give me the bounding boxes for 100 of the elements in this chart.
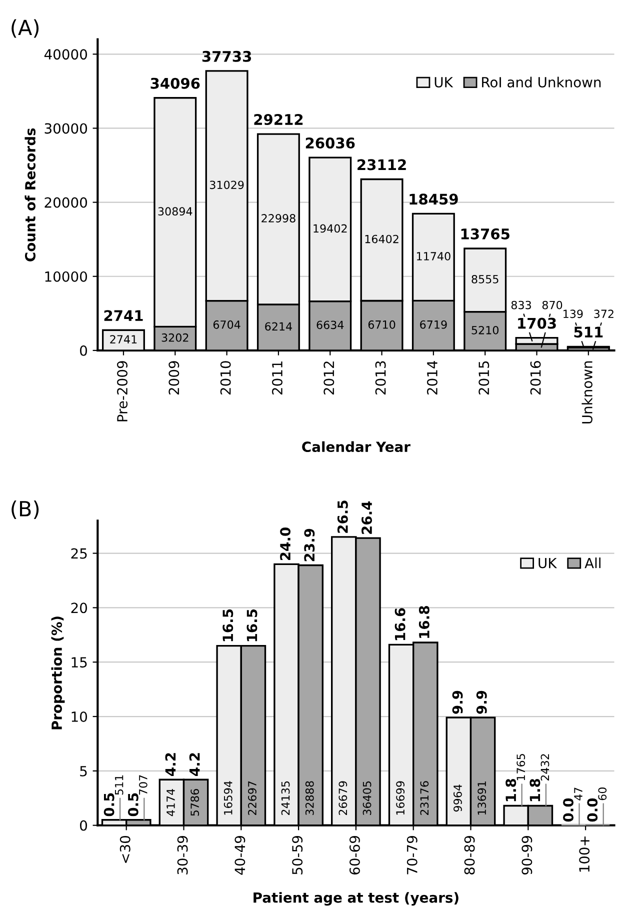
annotation: 13691 [478,781,486,815]
annotation: 32888 [305,781,314,815]
y-tick-label: 10 [72,711,88,722]
x-tick-label: Pre-2009 [117,361,128,422]
annotation: 22697 [248,781,256,815]
data-label: 31029 [210,180,244,190]
y-tick-label: 40000 [44,49,88,60]
x-tick-label: <30 [120,836,130,863]
total-label: 1703 [518,318,556,329]
data-label: 372 [594,310,614,318]
x-tick-label: 60-69 [349,836,360,874]
total-label: 511 [574,326,603,338]
total-label: 26036 [306,138,355,149]
x-tick-label: 2016 [530,361,541,394]
total-label: 18459 [410,194,458,205]
x-tick-label: 100+ [579,836,590,872]
x-tick-label: 70-79 [406,836,418,874]
data-label: 4.2 [189,753,200,776]
data-label: 16.5 [246,609,258,642]
x-axis-title: Calendar Year [302,441,410,452]
data-label: 6214 [265,322,292,331]
x-tick-label: 2011 [272,361,282,394]
data-label: 139 [564,310,583,318]
data-label: 833 [511,300,531,310]
data-label: 9.9 [452,690,463,714]
legend-label: RoI and Unknown [482,76,601,88]
annotation: 9964 [454,784,462,812]
total-label: 29212 [254,114,303,126]
data-label: 3202 [162,333,188,342]
data-label: 870 [542,300,562,310]
data-label: 0.5 [104,793,114,816]
x-tick-label: 40-49 [234,836,246,875]
x-tick-label: 2013 [375,361,386,394]
data-label: 16.8 [418,606,430,638]
data-label: 26.5 [337,500,348,533]
y-tick-label: 25 [71,548,87,559]
x-tick-label: 90-99 [522,836,532,875]
data-label: 2741 [110,335,137,344]
data-label: 9.9 [476,690,487,714]
x-tick-label: 50-59 [292,836,303,874]
total-label: 23112 [358,159,406,170]
annotation: 2432 [540,754,550,781]
data-label: 19402 [314,224,347,233]
legend-label: UK [434,77,454,88]
total-label: 2741 [104,310,143,321]
data-label: 16402 [365,234,398,244]
annotation: 4174 [166,788,175,816]
data-label: 6634 [316,320,344,330]
annotation: 16699 [396,781,405,815]
data-label: 23.9 [304,528,315,562]
data-label: 8555 [472,274,498,284]
data-label: 6719 [420,320,447,329]
data-label: 30894 [158,207,192,216]
legend-label: UK [538,558,558,568]
y-tick-label: 30000 [44,123,88,134]
data-label: 11740 [416,252,450,260]
x-tick-label: 2014 [426,360,438,394]
data-label: 16.5 [222,609,234,642]
data-label: 5210 [472,326,498,334]
annotation: 511 [115,775,124,795]
x-tick-label: 2009 [168,361,180,394]
data-label: 4.2 [165,753,176,776]
y-tick-label: 5 [80,766,87,776]
annotation: 707 [138,775,148,795]
x-tick-label: 2015 [478,361,490,394]
y-tick-label: 0 [80,345,88,356]
y-axis-title: Proportion (%) [51,616,65,730]
legend-label: All [584,558,600,568]
data-label: 0.0 [587,798,598,822]
y-tick-label: 10000 [45,271,88,282]
x-tick-label: Unknown [582,361,592,424]
annotation: 26679 [338,781,348,815]
data-label: 6704 [213,320,240,329]
data-label: 16.6 [394,608,406,640]
x-tick-label: 80-89 [464,836,475,874]
data-label: 1.8 [506,778,516,802]
total-label: 37733 [202,50,252,62]
total-label: 34096 [150,78,200,89]
annotation: 36405 [362,781,372,815]
y-tick-label: 20 [71,602,88,614]
total-label: 13765 [461,228,510,240]
y-tick-label: 0 [80,820,88,831]
x-tick-label: 2010 [220,361,231,394]
data-label: 24.0 [280,528,291,560]
annotation: 5786 [190,789,200,816]
annotation: 47 [574,788,582,800]
annotation: 16594 [224,781,232,815]
data-label: 0.0 [563,798,574,822]
data-label: 22998 [262,214,296,222]
y-axis-title: Count of Records [24,128,36,262]
data-label: 1.8 [530,778,540,802]
annotation: 24135 [281,781,290,815]
chart-title: (A) [12,19,39,38]
chart-title: (B) [12,500,39,520]
y-tick-label: 15 [72,657,87,668]
x-axis-title: Patient age at test (years) [254,892,458,906]
annotation: 60 [598,788,607,800]
x-tick-label: 2012 [324,362,334,394]
x-tick-label: 30-39 [177,836,188,874]
data-label: 6710 [368,320,396,329]
